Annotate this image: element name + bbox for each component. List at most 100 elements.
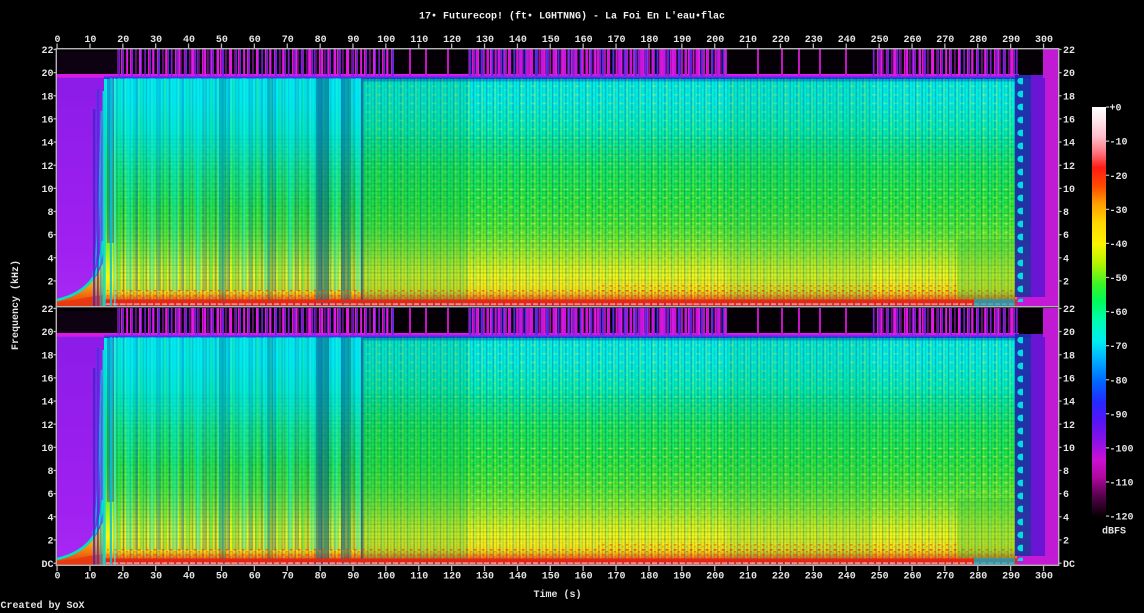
svg-text:10: 10: [1063, 185, 1075, 196]
svg-text:40: 40: [183, 35, 195, 46]
svg-text:290: 290: [1002, 35, 1020, 46]
svg-text:240: 240: [838, 571, 856, 582]
svg-text:17• Futurecop! (ft• LGHTNNG) -: 17• Futurecop! (ft• LGHTNNG) - La Foi En…: [419, 11, 725, 23]
svg-text:290: 290: [1002, 571, 1020, 582]
svg-text:240: 240: [838, 35, 856, 46]
svg-text:12: 12: [41, 421, 53, 432]
svg-text:300: 300: [1035, 35, 1053, 46]
svg-text:60: 60: [249, 35, 261, 46]
svg-text:14: 14: [41, 139, 53, 150]
svg-text:20: 20: [117, 571, 129, 582]
svg-text:16: 16: [1063, 374, 1075, 385]
svg-text:Time (s): Time (s): [533, 589, 581, 601]
svg-text:220: 220: [772, 35, 790, 46]
svg-text:300: 300: [1035, 571, 1053, 582]
svg-text:2: 2: [47, 537, 53, 548]
svg-text:-10: -10: [1110, 138, 1128, 149]
svg-text:100: 100: [377, 35, 395, 46]
svg-text:4: 4: [1063, 254, 1069, 265]
svg-text:-60: -60: [1110, 308, 1128, 319]
svg-text:10: 10: [84, 35, 96, 46]
svg-text:110: 110: [410, 35, 428, 46]
svg-text:100: 100: [377, 571, 395, 582]
svg-text:4: 4: [47, 254, 53, 265]
svg-text:260: 260: [903, 571, 921, 582]
svg-text:210: 210: [739, 35, 757, 46]
svg-text:16: 16: [41, 115, 53, 126]
svg-text:-90: -90: [1110, 410, 1128, 421]
svg-text:12: 12: [41, 162, 53, 173]
svg-text:DC: DC: [41, 560, 53, 571]
svg-text:270: 270: [936, 35, 954, 46]
svg-text:8: 8: [1063, 467, 1069, 478]
svg-text:30: 30: [150, 571, 162, 582]
svg-text:-70: -70: [1110, 342, 1128, 353]
svg-text:150: 150: [542, 571, 560, 582]
svg-text:220: 220: [772, 571, 790, 582]
svg-text:50: 50: [216, 571, 228, 582]
svg-text:2: 2: [1063, 278, 1069, 289]
svg-text:6: 6: [1063, 490, 1069, 501]
svg-text:10: 10: [41, 185, 53, 196]
svg-text:140: 140: [509, 35, 527, 46]
svg-text:4: 4: [47, 513, 53, 524]
svg-text:70: 70: [282, 35, 294, 46]
svg-text:260: 260: [903, 35, 921, 46]
svg-text:22: 22: [41, 305, 53, 316]
svg-text:0: 0: [54, 571, 60, 582]
svg-text:-100: -100: [1110, 444, 1134, 455]
svg-text:130: 130: [476, 35, 494, 46]
svg-text:120: 120: [443, 35, 461, 46]
svg-text:16: 16: [41, 374, 53, 385]
svg-text:20: 20: [41, 69, 53, 80]
svg-text:12: 12: [1063, 421, 1075, 432]
svg-text:270: 270: [936, 571, 954, 582]
svg-text:14: 14: [1063, 398, 1075, 409]
svg-text:4: 4: [1063, 513, 1069, 524]
svg-text:8: 8: [47, 467, 53, 478]
svg-text:18: 18: [41, 92, 53, 103]
svg-text:14: 14: [41, 398, 53, 409]
svg-text:90: 90: [347, 35, 359, 46]
svg-text:160: 160: [575, 35, 593, 46]
svg-text:12: 12: [1063, 162, 1075, 173]
svg-text:180: 180: [640, 35, 658, 46]
svg-text:18: 18: [41, 351, 53, 362]
svg-text:130: 130: [476, 571, 494, 582]
svg-text:Frequency (kHz): Frequency (kHz): [10, 260, 22, 350]
svg-text:10: 10: [1063, 444, 1075, 455]
svg-text:14: 14: [1063, 139, 1075, 150]
svg-text:90: 90: [347, 571, 359, 582]
svg-text:20: 20: [1063, 69, 1075, 80]
svg-text:160: 160: [575, 571, 593, 582]
svg-text:80: 80: [315, 571, 327, 582]
svg-text:0: 0: [54, 35, 60, 46]
svg-text:-80: -80: [1110, 376, 1128, 387]
svg-text:50: 50: [216, 35, 228, 46]
svg-text:-110: -110: [1110, 479, 1134, 490]
svg-text:200: 200: [706, 35, 724, 46]
svg-text:110: 110: [410, 571, 428, 582]
svg-text:18: 18: [1063, 351, 1075, 362]
svg-text:20: 20: [117, 35, 129, 46]
svg-text:20: 20: [41, 328, 53, 339]
svg-text:250: 250: [871, 571, 889, 582]
svg-text:20: 20: [1063, 328, 1075, 339]
svg-text:60: 60: [249, 571, 261, 582]
svg-text:40: 40: [183, 571, 195, 582]
svg-text:170: 170: [607, 571, 625, 582]
svg-text:-40: -40: [1110, 240, 1128, 251]
svg-text:10: 10: [41, 444, 53, 455]
svg-text:2: 2: [1063, 537, 1069, 548]
svg-text:-120: -120: [1110, 513, 1134, 524]
svg-text:30: 30: [150, 35, 162, 46]
svg-text:150: 150: [542, 35, 560, 46]
svg-text:dBFS: dBFS: [1102, 526, 1126, 538]
svg-text:Created by SoX: Created by SoX: [1, 600, 85, 612]
svg-text:-20: -20: [1110, 172, 1128, 183]
svg-text:70: 70: [282, 571, 294, 582]
svg-text:180: 180: [640, 571, 658, 582]
svg-text:230: 230: [805, 35, 823, 46]
svg-text:80: 80: [315, 35, 327, 46]
svg-text:10: 10: [84, 571, 96, 582]
